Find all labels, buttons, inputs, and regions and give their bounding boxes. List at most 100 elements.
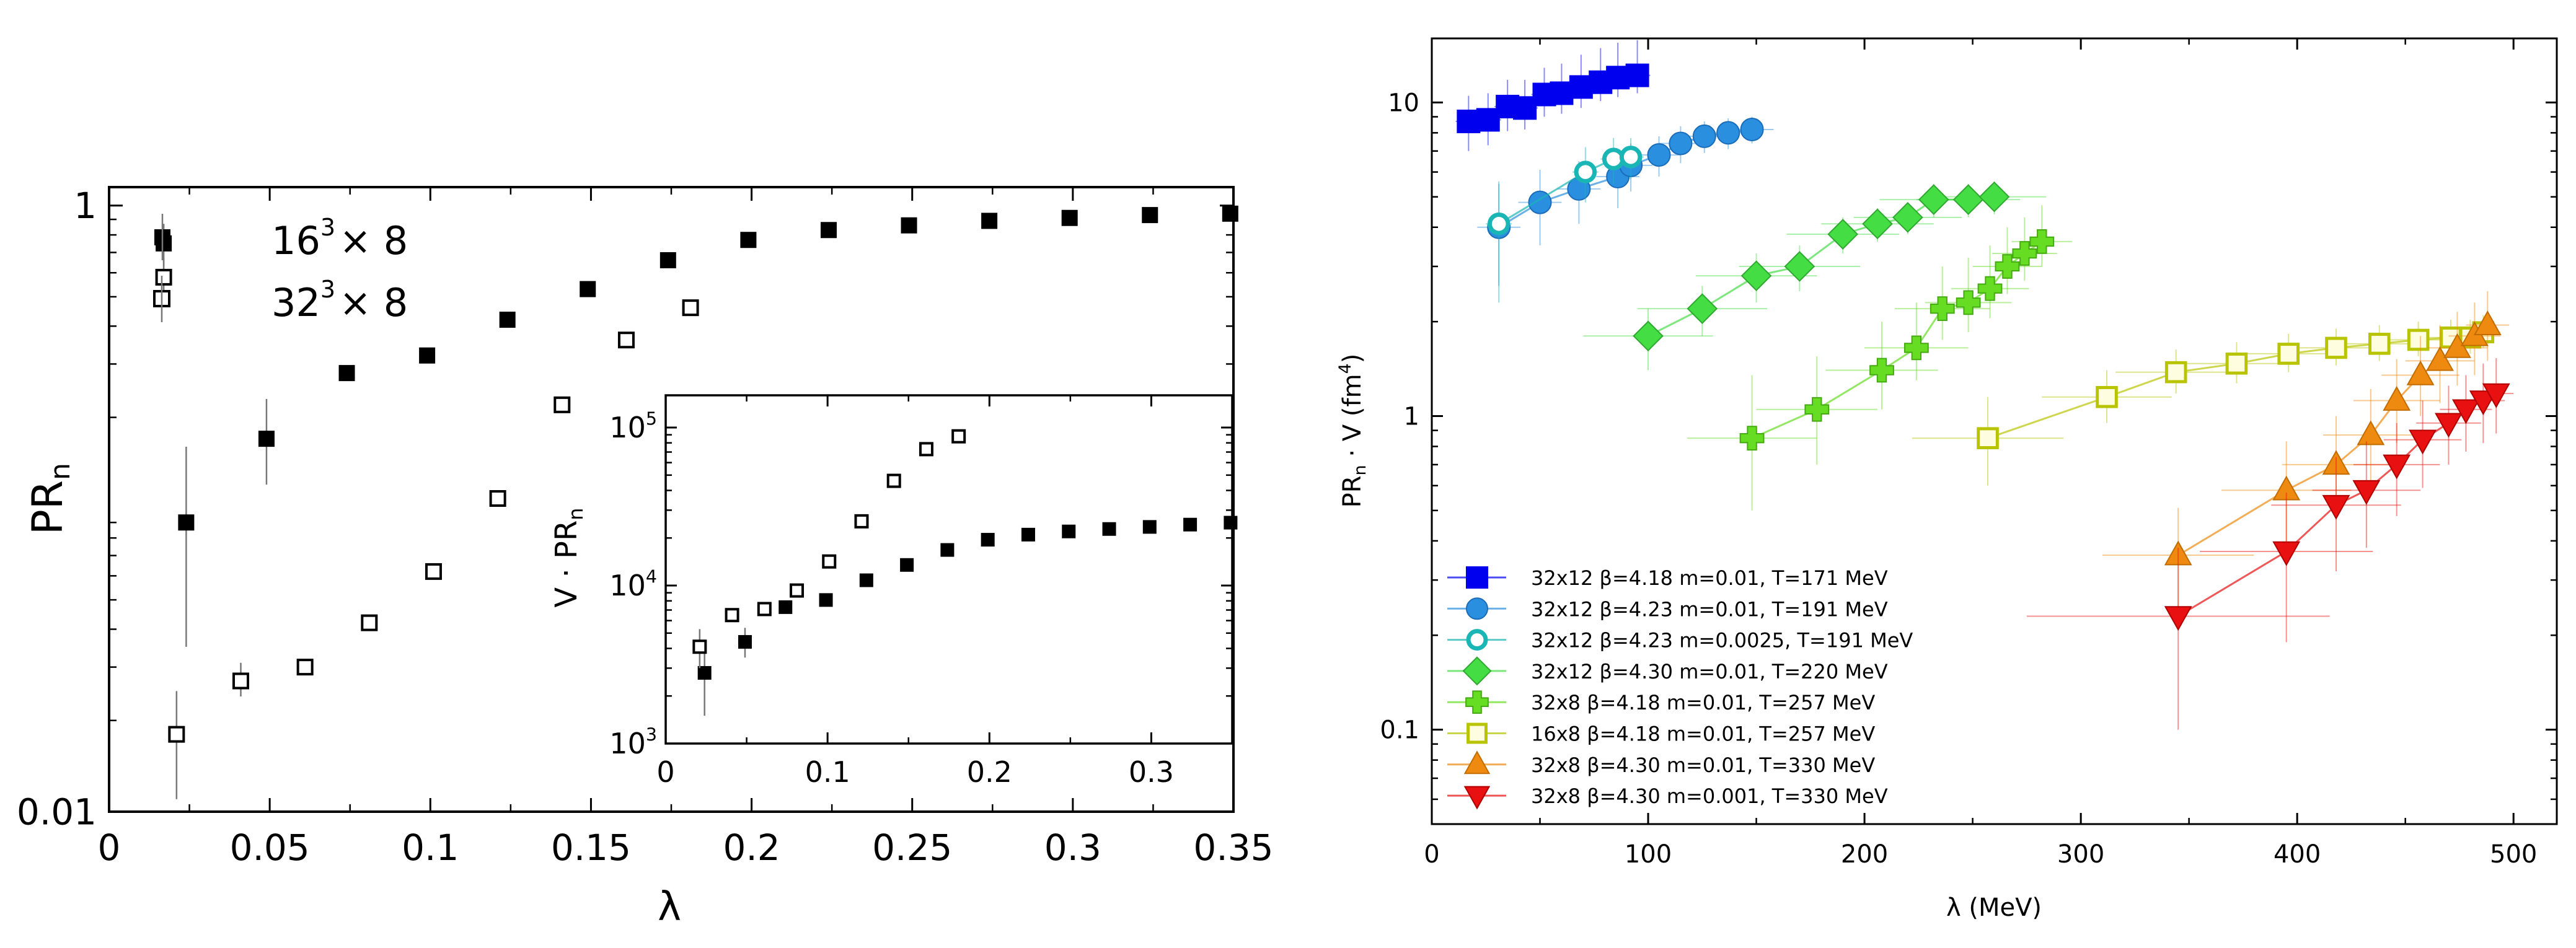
inset-plot-frame (664, 394, 1233, 745)
right-y-axis-label: PRn · V (fm4) (1336, 354, 1370, 508)
right-point-diamond (1978, 181, 2010, 213)
right-point-diamond (1892, 202, 1923, 233)
inset-y-tick-label: 105 (609, 408, 657, 444)
inset-point-filled-square (1102, 522, 1116, 536)
right-point-square (1457, 109, 1481, 133)
inset-background (666, 395, 1232, 744)
legend-label: 32x8 β=4.18 m=0.01, T=257 MeV (1531, 691, 1875, 714)
legend-label: 32x8 β=4.30 m=0.01, T=330 MeV (1531, 753, 1875, 777)
right-point-square-open (2096, 385, 2118, 408)
inset-y-tick-exp: 3 (646, 724, 657, 745)
right-series-cross (1687, 205, 2073, 511)
inset-x-tick-label: 0.1 (805, 755, 850, 789)
left-y-label-main: PR (24, 480, 73, 535)
right-point-square (1513, 96, 1537, 120)
right-point-square (1550, 81, 1574, 105)
inset-point-open-square (854, 514, 869, 529)
right-x-tick-label: 100 (1625, 840, 1672, 869)
inset-y-tick-label: 103 (609, 724, 657, 760)
right-x-tick-label: 500 (2490, 840, 2537, 869)
legend-label-32: 323× 8 (271, 276, 408, 325)
right-point-triangle-up (2473, 310, 2502, 335)
left-point-open-square (296, 659, 314, 676)
right-point-circle (1669, 131, 1693, 156)
inset-point-filled-square (779, 600, 793, 614)
legend-marker-diamond (1462, 656, 1492, 686)
left-point-open-square (168, 726, 185, 743)
right-x-tick-label: 0 (1424, 840, 1439, 869)
left-point-open-square (554, 396, 571, 413)
left-x-tick-label: 0.35 (1193, 827, 1273, 869)
right-series-triangle-down (2026, 358, 2514, 730)
left-data-points (155, 205, 1238, 799)
inset-point-open-square (886, 473, 901, 488)
inset-point-filled-square (1062, 524, 1076, 538)
inset-y-tick-label: 104 (609, 566, 657, 602)
legend-marker-cross (1465, 690, 1489, 714)
left-x-tick-label: 0.05 (230, 827, 310, 869)
right-series-circle (1477, 116, 1774, 286)
right-point-square-open (2164, 361, 2187, 384)
right-x-tick-label: 200 (1841, 840, 1888, 869)
inset-point-filled-square (900, 558, 914, 572)
legend-marker-square-open (1467, 722, 1488, 744)
left-x-tick-label: 0.25 (872, 827, 952, 869)
right-point-triangle-up (2272, 475, 2301, 501)
left-point-open-square (361, 614, 378, 631)
inset-point-filled-square (738, 634, 752, 649)
left-legend: 163× 8 323× 8 (153, 214, 408, 325)
left-point-open-square (232, 672, 249, 690)
right-x-axis-label: λ (MeV) (1946, 893, 2042, 922)
legend-marker-triangle-down (1463, 786, 1491, 810)
inset-y-tick-base: 10 (609, 727, 646, 760)
right-point-ring (1487, 213, 1511, 235)
left-point-open-square (425, 563, 442, 580)
right-plot-frame (1431, 37, 2558, 825)
inset-x-tick-label: 0.2 (967, 755, 1012, 789)
right-y-tick-label: 1 (1404, 402, 1419, 431)
right-point-triangle-down (2164, 606, 2192, 631)
inset-point-filled-square (1142, 520, 1157, 534)
left-point-filled-square (338, 365, 355, 382)
right-point-square (1569, 75, 1593, 99)
right-point-triangle-down (2322, 494, 2350, 520)
left-y-label-sub: n (45, 463, 76, 480)
left-point-open-square (489, 489, 506, 507)
right-point-diamond (1740, 260, 1772, 291)
right-point-cross (1995, 254, 2020, 279)
left-x-tick-label: 0.15 (551, 827, 631, 869)
left-point-filled-square (820, 222, 837, 239)
left-point-filled-square (659, 252, 676, 268)
inset-x-tick-label: 0.3 (1129, 755, 1174, 789)
right-point-triangle-up (2383, 385, 2411, 411)
inset-point-open-square (919, 442, 933, 457)
right-point-diamond (1952, 184, 1984, 215)
left-x-tick-label: 0 (98, 827, 121, 869)
left-point-filled-square (740, 232, 757, 248)
left-y-tick-label: 0.01 (17, 791, 97, 833)
right-y-tick-label: 0.1 (1380, 716, 1419, 745)
inset-x-tick-label: 0 (656, 755, 674, 789)
right-series-line (1751, 240, 2043, 439)
legend-marker-circle (1466, 597, 1488, 620)
left-x-tick-label: 0.3 (1044, 827, 1101, 869)
right-point-cross (2029, 229, 2055, 254)
right-point-diamond (1687, 293, 1718, 324)
inset-point-filled-square (940, 543, 955, 557)
inset-y-tick-base: 10 (609, 569, 646, 602)
right-series-ring (1486, 138, 1644, 303)
right-series-square (1455, 40, 1651, 151)
left-point-filled-square (499, 311, 516, 328)
right-point-triangle-up (2357, 420, 2385, 445)
right-point-triangle-down (2409, 429, 2437, 455)
right-point-cross (1956, 290, 1981, 315)
legend-label: 32x12 β=4.30 m=0.01, T=220 MeV (1531, 660, 1888, 683)
right-point-circle (1716, 121, 1740, 145)
right-point-triangle-up (2322, 450, 2350, 475)
right-point-square-open (2225, 352, 2248, 375)
right-series-triangle-up (2102, 291, 2510, 611)
